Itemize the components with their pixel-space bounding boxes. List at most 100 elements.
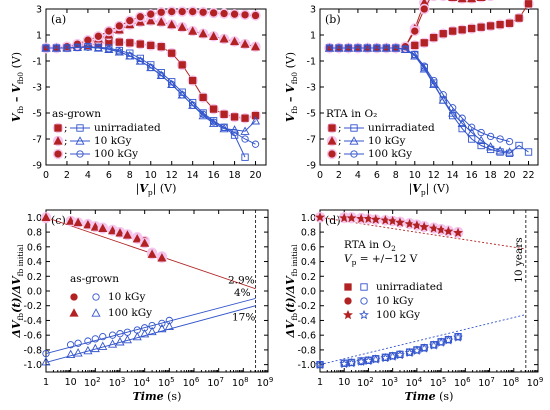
data-point (477, 128, 485, 137)
series-10-kgy-negative (41, 41, 261, 135)
data-point (524, 148, 533, 156)
data-point (115, 337, 125, 346)
data-point (219, 34, 229, 43)
x-tick-label: 16 (466, 170, 478, 181)
data-point (136, 13, 144, 21)
data-point (140, 238, 150, 247)
series-10-kgy-negative (42, 316, 173, 358)
data-point (90, 343, 100, 353)
x-tick-label: 18 (485, 170, 497, 181)
plot-frame (45, 8, 267, 166)
annotation: 17% (232, 311, 255, 323)
y-tick-label: -3 (33, 83, 42, 94)
data-point (132, 233, 142, 243)
x-axis-title: |Vp| (V) (136, 182, 177, 197)
legend-separator: ; (64, 148, 68, 160)
x-tick-label: 2 (336, 170, 342, 181)
data-point (41, 212, 51, 222)
data-point (105, 45, 113, 53)
data-point (136, 40, 144, 48)
data-point (122, 230, 132, 239)
legend-separator: ; (338, 122, 342, 134)
data-point (505, 137, 514, 146)
legend-title: RTA in O₂ (326, 108, 377, 120)
data-point (387, 215, 398, 226)
data-point (132, 331, 142, 341)
data-point (83, 345, 93, 355)
y-tick-label: 0.4 (301, 257, 316, 268)
x-tick-label: 109 (257, 376, 274, 389)
data-point (241, 11, 249, 19)
x-tick-label: 2 (64, 170, 70, 181)
data-point (167, 19, 177, 29)
data-point (453, 227, 463, 238)
legend-title: as-grown (52, 108, 101, 120)
data-point (515, 14, 523, 22)
panel-a: 0 2 4 6 8 10 12 14 16 18 20 3 1 -1 -3 -5 -7 -9 (a) |Vp| (V)… (10, 5, 267, 197)
legend-marker (350, 150, 358, 158)
x-tick-label: 103 (109, 376, 126, 389)
legend-title: RTA in O2 (344, 239, 396, 253)
data-point (209, 118, 218, 126)
data-point (165, 316, 173, 325)
y-tick-label: -7 (33, 135, 42, 146)
legend-marker (69, 308, 79, 317)
data-point (108, 331, 117, 339)
data-point (220, 123, 228, 131)
data-point (420, 62, 428, 70)
data-point (524, 0, 533, 8)
data-point (356, 356, 367, 366)
data-point (346, 357, 357, 368)
data-point (467, 127, 477, 137)
x-tick-label: 108 (502, 376, 519, 389)
data-point (198, 28, 208, 38)
y-axis-title: Vfb – Vfb0 (V) (284, 52, 299, 122)
y-tick-label: 0.8 (27, 228, 42, 239)
data-point (115, 22, 123, 30)
x-tick-label: 8 (127, 170, 133, 181)
legend-separator: ; (64, 135, 68, 147)
data-point (220, 9, 228, 18)
data-point (411, 41, 419, 50)
data-point (156, 17, 166, 26)
data-point (495, 145, 505, 155)
data-point (126, 39, 134, 47)
legend-label: unirradiated (94, 122, 161, 134)
data-point (42, 349, 50, 358)
data-point (66, 216, 76, 225)
data-point (430, 76, 438, 85)
legend-marker (360, 283, 368, 291)
fit-line (45, 305, 256, 363)
legend-marker (349, 136, 359, 145)
plot-frame (319, 8, 539, 166)
series-100-kgy-negative (315, 332, 463, 369)
x-tick-label: 0 (43, 170, 49, 181)
series-line (329, 47, 529, 154)
data-point (84, 337, 92, 345)
y-axis-title: Vfb – Vfb0 (V) (10, 52, 25, 122)
data-point (339, 358, 350, 369)
data-point (209, 31, 219, 40)
y-tick-label: 0.0 (27, 287, 42, 298)
y-tick-label: -0.4 (23, 316, 42, 327)
y-axis-title: ΔVfb(t)/ΔVfb initial (10, 244, 25, 339)
data-point (94, 44, 103, 52)
y-tick-label: 3 (36, 5, 42, 16)
series-100-kgy-positive (40, 212, 168, 264)
data-point (428, 223, 439, 233)
y-tick-label: -0.8 (23, 345, 42, 356)
data-point (52, 44, 61, 52)
data-point-halo (439, 0, 447, 2)
data-point (63, 44, 71, 52)
data-point (209, 105, 218, 113)
y-tick-label: -1 (33, 57, 42, 68)
data-point (98, 223, 108, 233)
x-tick-label: 107 (207, 376, 224, 389)
x-tick-label: 102 (84, 376, 101, 389)
x-tick-label: 12 (428, 170, 440, 181)
x-tick-label: 1 (43, 377, 49, 388)
y-axis-title: ΔVfb(t)/ΔVfb initial (284, 244, 299, 339)
data-point (505, 147, 515, 156)
y-tick-label: 0.2 (27, 272, 42, 283)
